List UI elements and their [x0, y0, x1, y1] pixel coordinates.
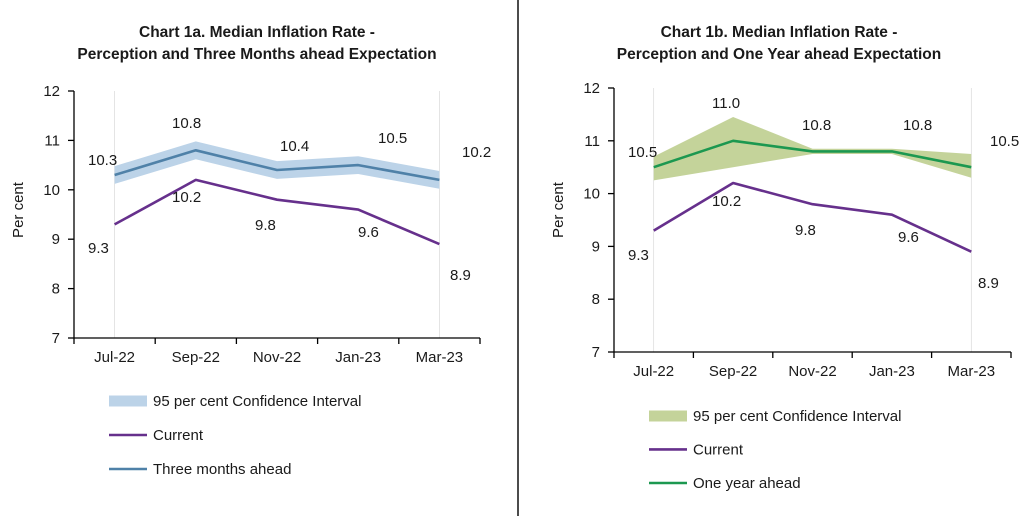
svg-text:Nov-22: Nov-22	[253, 349, 301, 366]
svg-text:10.5: 10.5	[990, 133, 1019, 150]
svg-text:Mar-23: Mar-23	[416, 349, 464, 366]
svg-text:Chart 1b. Median Inflation Rat: Chart 1b. Median Inflation Rate -	[661, 24, 898, 41]
svg-text:10.8: 10.8	[172, 115, 201, 132]
svg-text:Current: Current	[153, 427, 204, 444]
svg-text:8: 8	[52, 281, 60, 298]
svg-text:11.0: 11.0	[712, 95, 740, 112]
svg-text:One year ahead: One year ahead	[693, 475, 801, 492]
svg-text:95 per cent Confidence Interva: 95 per cent Confidence Interval	[693, 408, 901, 425]
svg-text:10.8: 10.8	[903, 117, 932, 134]
svg-text:Perception and Three Months ah: Perception and Three Months ahead Expect…	[77, 46, 436, 63]
svg-text:Nov-22: Nov-22	[788, 363, 836, 380]
svg-text:10.5: 10.5	[378, 130, 407, 147]
svg-text:Jan-23: Jan-23	[869, 363, 915, 380]
svg-text:10.5: 10.5	[628, 144, 657, 161]
svg-text:Sep-22: Sep-22	[709, 363, 757, 380]
svg-text:7: 7	[592, 344, 600, 361]
svg-text:10: 10	[43, 182, 60, 199]
svg-text:11: 11	[44, 132, 60, 149]
svg-text:Per cent: Per cent	[10, 181, 27, 238]
svg-text:Three months ahead: Three months ahead	[153, 461, 291, 478]
svg-text:10.2: 10.2	[712, 193, 741, 210]
svg-text:9.3: 9.3	[628, 247, 649, 264]
svg-text:Per cent: Per cent	[550, 181, 567, 238]
svg-text:11: 11	[584, 133, 600, 150]
svg-text:95 per cent Confidence Interva: 95 per cent Confidence Interval	[153, 393, 361, 410]
svg-text:10.2: 10.2	[462, 144, 491, 161]
svg-text:8: 8	[592, 291, 600, 308]
svg-text:9: 9	[52, 231, 60, 248]
svg-text:Perception and One Year ahead: Perception and One Year ahead Expectatio…	[617, 46, 941, 63]
svg-text:9: 9	[592, 238, 600, 255]
svg-text:Jul-22: Jul-22	[94, 349, 135, 366]
svg-text:10.4: 10.4	[280, 138, 309, 155]
svg-text:9.8: 9.8	[795, 222, 816, 239]
svg-text:8.9: 8.9	[978, 275, 999, 292]
svg-text:Current: Current	[693, 442, 744, 459]
svg-text:10.3: 10.3	[88, 152, 117, 169]
svg-text:8.9: 8.9	[450, 267, 471, 284]
svg-text:9.6: 9.6	[898, 229, 919, 246]
svg-text:12: 12	[43, 83, 60, 100]
svg-text:Sep-22: Sep-22	[172, 349, 220, 366]
svg-text:7: 7	[52, 330, 60, 347]
svg-text:10.2: 10.2	[172, 189, 201, 206]
svg-text:Mar-23: Mar-23	[948, 363, 996, 380]
svg-text:Jul-22: Jul-22	[633, 363, 674, 380]
svg-text:9.6: 9.6	[358, 224, 379, 241]
svg-text:10: 10	[583, 186, 600, 203]
svg-text:Chart 1a. Median Inflation Rat: Chart 1a. Median Inflation Rate -	[139, 24, 375, 41]
svg-text:12: 12	[583, 80, 600, 97]
svg-text:Jan-23: Jan-23	[335, 349, 381, 366]
svg-text:10.8: 10.8	[802, 117, 831, 134]
svg-text:9.3: 9.3	[88, 240, 109, 257]
svg-text:9.8: 9.8	[255, 217, 276, 234]
